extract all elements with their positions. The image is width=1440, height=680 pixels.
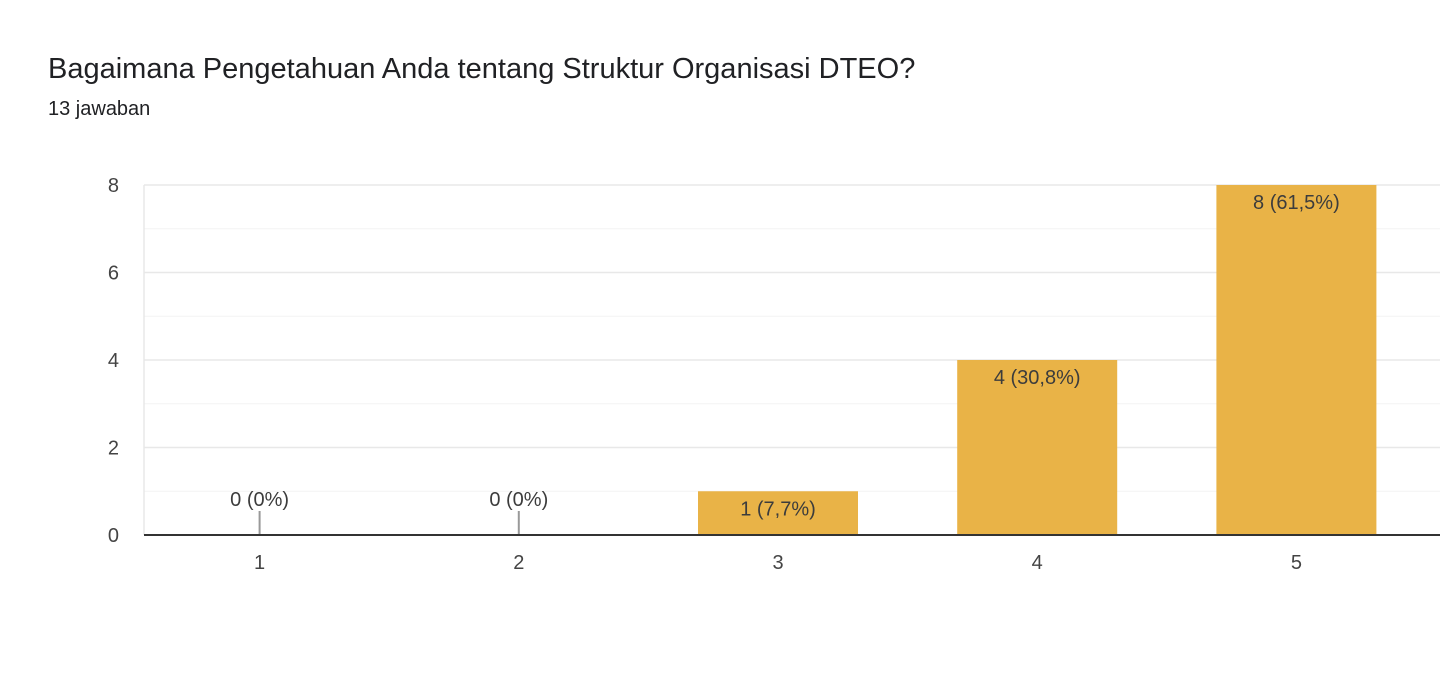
bar-5[interactable]	[1216, 185, 1377, 535]
y-tick-label: 2	[108, 438, 119, 460]
x-tick-label-3: 3	[772, 552, 783, 574]
y-tick-label: 6	[108, 263, 119, 285]
chart-title: Bagaimana Pengetahuan Anda tentang Struk…	[48, 53, 916, 85]
bar-3[interactable]	[698, 491, 858, 535]
response-count: 13 jawaban	[48, 98, 151, 120]
chart-header: Bagaimana Pengetahuan Anda tentang Struk…	[48, 50, 915, 122]
x-tick-label-5: 5	[1291, 552, 1302, 574]
data-label-5: 8 (61,5%)	[1253, 192, 1340, 214]
data-label-2: 0 (0%)	[489, 489, 548, 511]
y-tick-label: 0	[108, 525, 119, 547]
x-tick-label-4: 4	[1032, 552, 1043, 574]
data-label-3: 1 (7,7%)	[740, 498, 816, 520]
y-tick-label: 8	[108, 175, 119, 197]
x-tick-label-2: 2	[513, 552, 524, 574]
x-tick-label-1: 1	[254, 552, 265, 574]
y-tick-label: 4	[108, 350, 119, 372]
bar-4[interactable]	[957, 360, 1118, 535]
data-label-1: 0 (0%)	[230, 489, 289, 511]
data-label-4: 4 (30,8%)	[994, 367, 1081, 389]
